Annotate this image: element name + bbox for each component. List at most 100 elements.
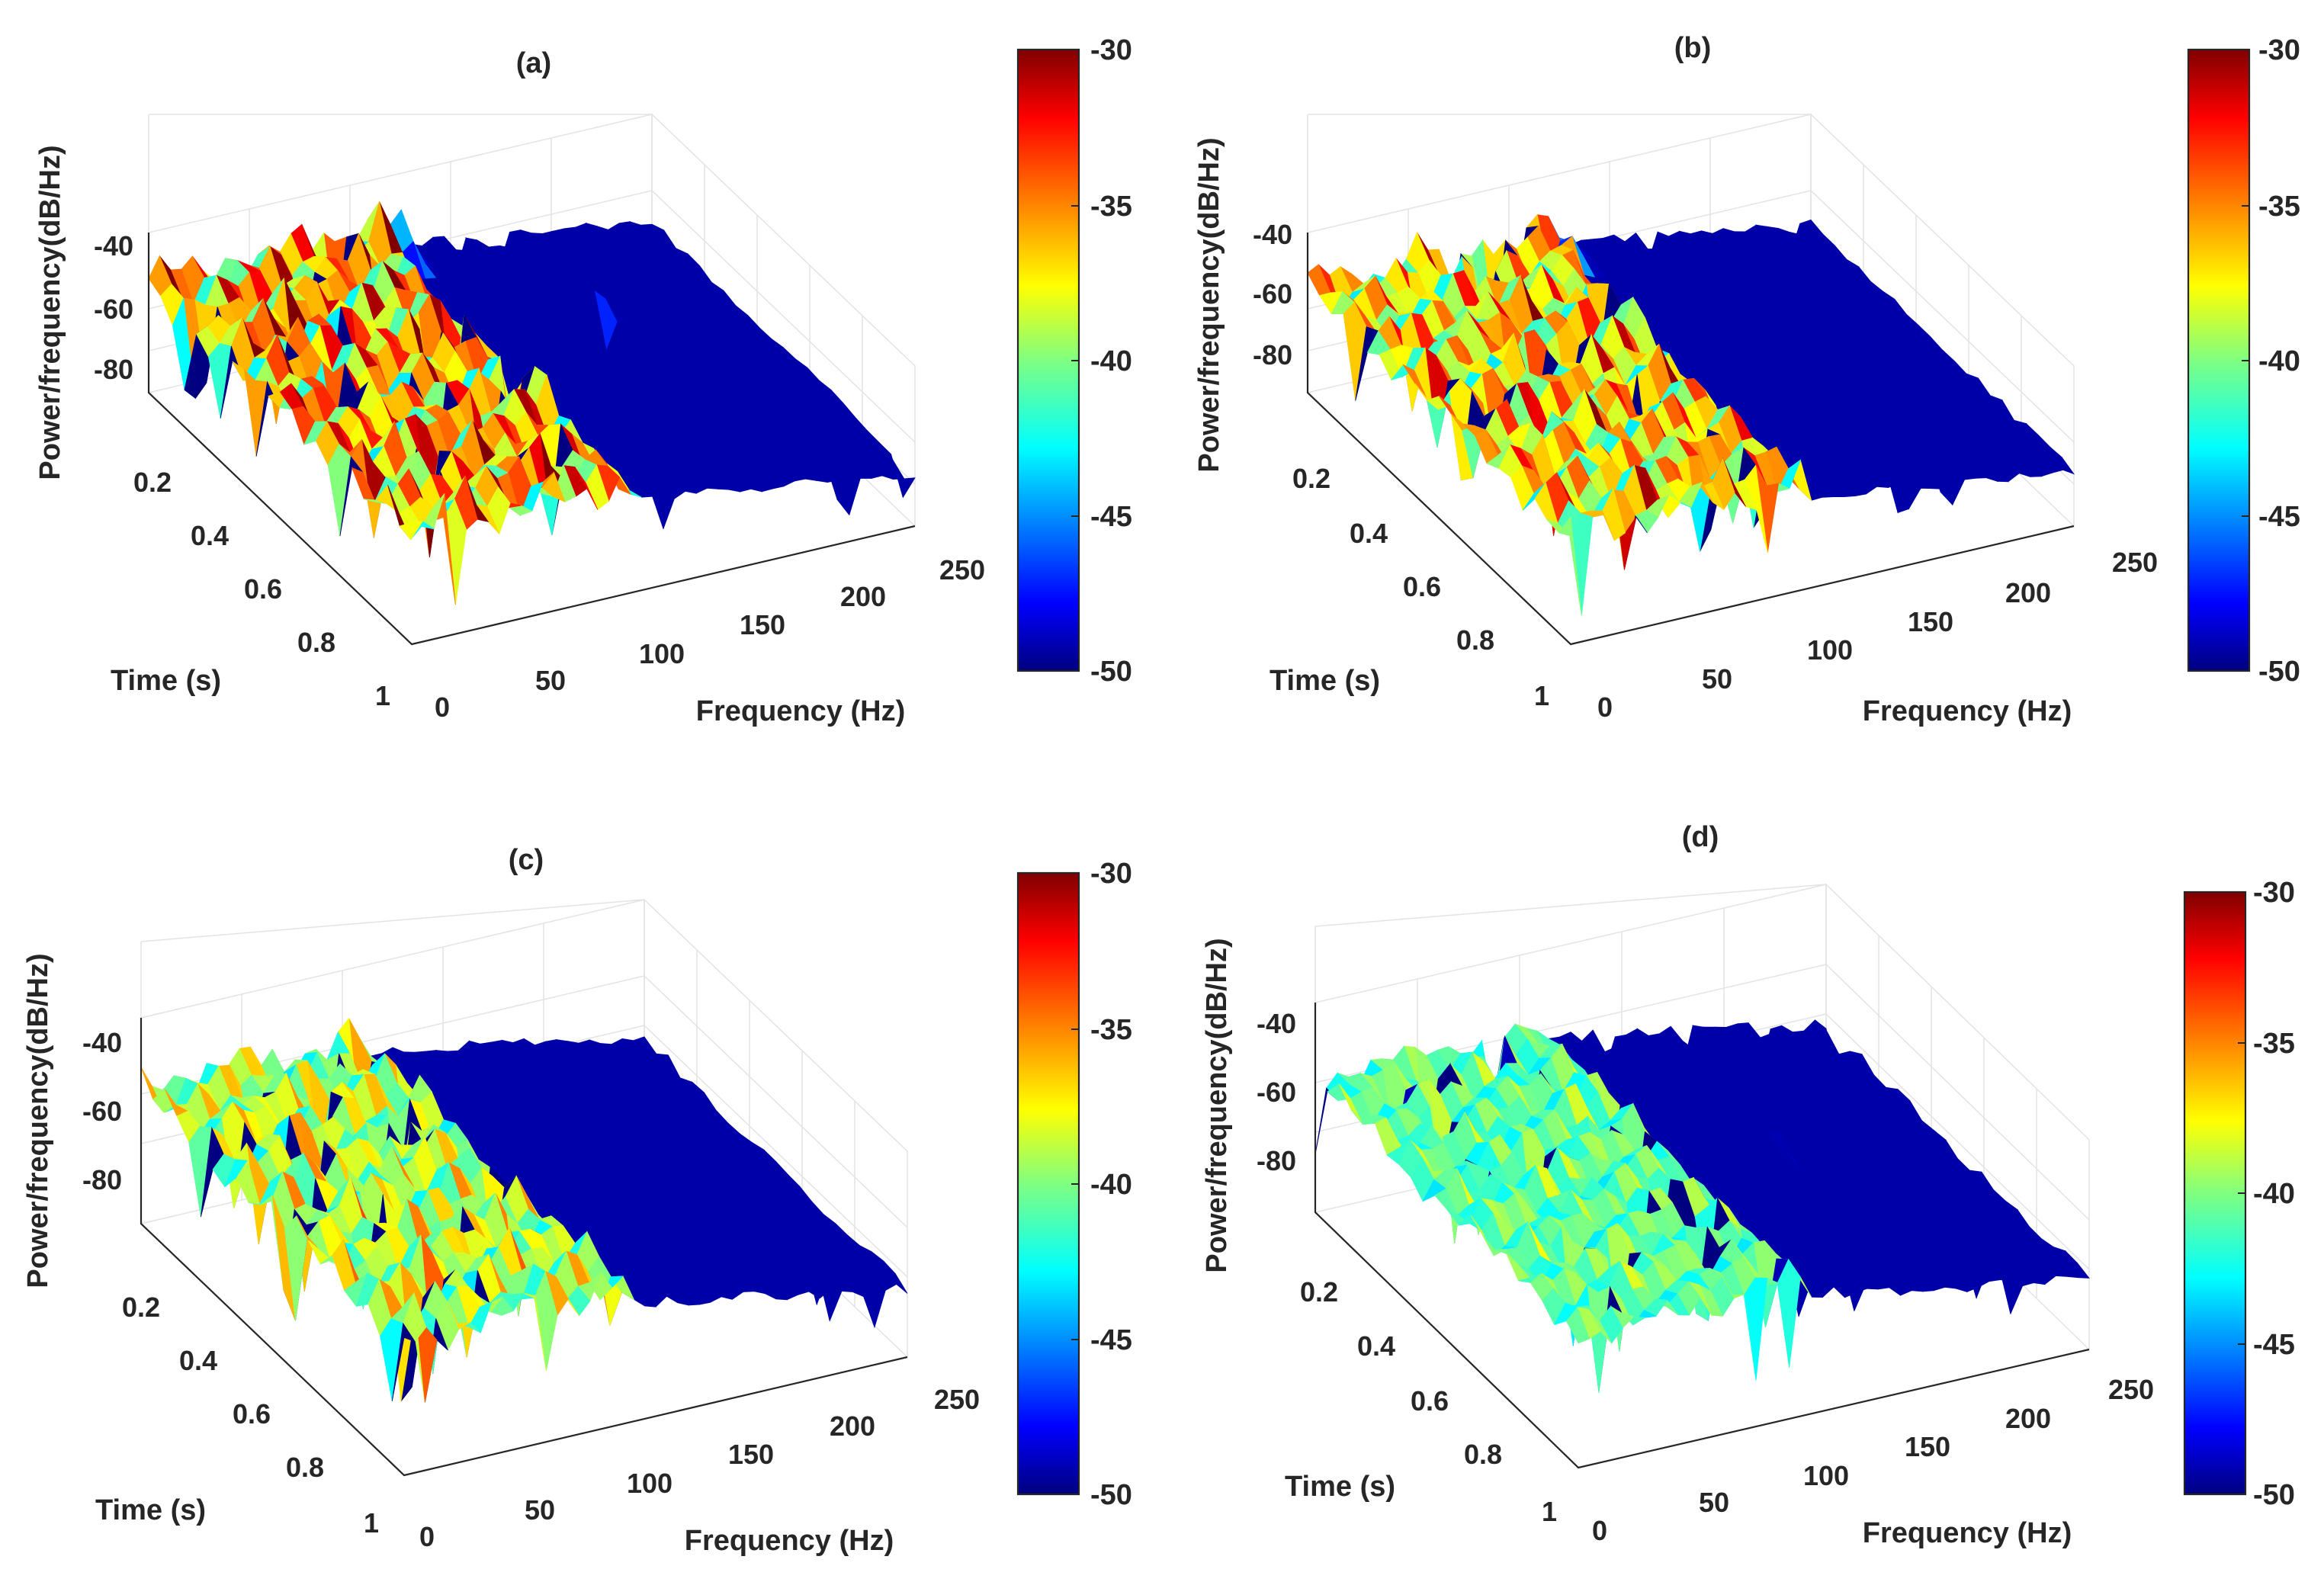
panel-b-cbtick-40: -40 — [2258, 345, 2300, 377]
panel-b-colorbar: -30 -35 -40 -45 -50 — [2187, 34, 2300, 688]
panel-d-xtick-50: 50 — [1699, 1487, 1729, 1518]
surface-patch — [1558, 515, 1582, 616]
panel-d: (d) Power/frequency(dB/Hz) -40 -60 -80 0… — [1201, 821, 2295, 1549]
panel-c-ztick-40: -40 — [82, 1027, 122, 1058]
panel-a-cbtick-30: -30 — [1090, 34, 1132, 66]
panel-d-xlabel: Frequency (Hz) — [1863, 1517, 2072, 1549]
panel-b-axes — [1306, 233, 2075, 646]
panel-a-ytick-1: 1 — [375, 680, 390, 711]
panel-d-xtick-200: 200 — [2005, 1403, 2051, 1434]
panel-d-ytick-0.2: 0.2 — [1300, 1276, 1338, 1308]
panel-a-ytick-0.6: 0.6 — [244, 573, 282, 605]
panel-d-cbtick-40: -40 — [2253, 1178, 2295, 1210]
panel-b-xlabel: Frequency (Hz) — [1863, 695, 2072, 727]
panel-a-ztick-60: -60 — [94, 294, 133, 325]
panel-c-cbtick-40: -40 — [1090, 1169, 1132, 1201]
panel-b-ytick-0.2: 0.2 — [1292, 463, 1331, 494]
panel-b-zlabel: Power/frequency(dB/Hz) — [1193, 137, 1225, 472]
panel-c-xlabel: Frequency (Hz) — [685, 1525, 894, 1557]
panel-b-cbtick-30: -30 — [2258, 34, 2300, 66]
panel-b-ylabel: Time (s) — [1270, 665, 1380, 697]
panel-d-colorbar: -30 -35 -40 -45 -50 — [2183, 877, 2295, 1511]
panel-a-ytick-0.8: 0.8 — [297, 627, 335, 658]
panel-a: (a) Power/frequency(dB/Hz) -40 -60 -80 0… — [34, 34, 1132, 727]
panel-c-xtick-50: 50 — [525, 1494, 555, 1526]
panel-d-ytick-1: 1 — [1542, 1496, 1557, 1527]
panel-d-cbtick-35: -35 — [2253, 1028, 2295, 1060]
panel-b-xtick-200: 200 — [2005, 577, 2051, 608]
panel-b-colorbar-gradient — [2188, 50, 2249, 671]
panel-d-xtick-150: 150 — [1905, 1431, 1950, 1462]
panel-b-xtick-250: 250 — [2112, 547, 2158, 578]
panel-b-ytick-1: 1 — [1534, 680, 1549, 711]
panel-a-colorbar: -30 -35 -40 -45 -50 — [1016, 34, 1132, 688]
panel-b-ytick-0.8: 0.8 — [1456, 624, 1494, 656]
panel-b-cbtick-50: -50 — [2258, 656, 2300, 688]
panel-d-xtick-250: 250 — [2108, 1374, 2154, 1405]
panel-a-cbtick-35: -35 — [1090, 191, 1132, 223]
panel-a-xtick-50: 50 — [535, 665, 566, 696]
panel-d-ztick-40: -40 — [1257, 1008, 1296, 1039]
panel-b-cbtick-35: -35 — [2258, 191, 2300, 223]
panel-c: (c) Power/frequency(dB/Hz) -40 -60 -80 0… — [22, 844, 1132, 1557]
panel-c-cbtick-50: -50 — [1090, 1479, 1132, 1511]
surface-patch — [1743, 1277, 1768, 1381]
panel-a-xtick-150: 150 — [740, 609, 785, 640]
panel-d-ztick-80: -80 — [1257, 1145, 1296, 1176]
panel-c-ylabel: Time (s) — [95, 1494, 206, 1526]
panel-a-xtick-100: 100 — [639, 638, 685, 669]
panel-b-ytick-0.6: 0.6 — [1403, 571, 1441, 602]
panel-c-cbtick-35: -35 — [1090, 1014, 1132, 1046]
panel-d-ytick-0.4: 0.4 — [1357, 1330, 1395, 1362]
panel-b-surface — [1307, 213, 2075, 616]
surface-patch — [1777, 1258, 1801, 1368]
panel-d-ylabel: Time (s) — [1285, 1471, 1395, 1503]
panel-b-cbtick-45: -45 — [2258, 501, 2300, 533]
panel-d-colorbar-gradient — [2184, 892, 2245, 1494]
panel-a-cbtick-50: -50 — [1090, 656, 1132, 688]
panel-d-xtick-100: 100 — [1803, 1460, 1849, 1491]
panel-a-zlabel: Power/frequency(dB/Hz) — [34, 145, 66, 480]
panel-d-cbtick-45: -45 — [2253, 1329, 2295, 1361]
panel-c-cbtick-45: -45 — [1090, 1324, 1132, 1356]
panel-c-ytick-1: 1 — [364, 1507, 379, 1539]
panel-d-ytick-0.8: 0.8 — [1464, 1439, 1502, 1470]
panel-b-xtick-100: 100 — [1807, 634, 1853, 666]
panel-a-cbtick-45: -45 — [1090, 501, 1132, 533]
panel-d-cbtick-30: -30 — [2253, 877, 2295, 909]
panel-a-cbtick-40: -40 — [1090, 345, 1132, 377]
panel-b-xtick-150: 150 — [1908, 606, 1953, 637]
panel-c-xtick-100: 100 — [627, 1468, 672, 1499]
panel-b-ztick-80: -80 — [1253, 339, 1292, 371]
panel-d-title: (d) — [1682, 821, 1719, 853]
panel-a-ztick-40: -40 — [94, 230, 133, 262]
panel-a-ytick-0.4: 0.4 — [191, 520, 229, 551]
panel-c-surface — [140, 1017, 908, 1403]
panel-c-ytick-0.2: 0.2 — [122, 1292, 160, 1323]
panel-a-xtick-250: 250 — [939, 554, 985, 586]
panel-c-xtick-200: 200 — [830, 1410, 875, 1442]
panel-b: (b) Power/frequency(dB/Hz) -40 -60 -80 0… — [1193, 32, 2300, 727]
panel-c-zlabel: Power/frequency(dB/Hz) — [22, 953, 54, 1288]
panel-a-xtick-200: 200 — [840, 581, 886, 612]
panel-a-ytick-0.2: 0.2 — [133, 467, 172, 498]
panel-a-xlabel: Frequency (Hz) — [696, 695, 905, 727]
panel-d-cbtick-50: -50 — [2253, 1479, 2295, 1511]
panel-c-xtick-250: 250 — [934, 1384, 980, 1415]
panel-b-ytick-0.4: 0.4 — [1350, 518, 1388, 549]
panel-d-ytick-0.6: 0.6 — [1411, 1385, 1449, 1417]
panel-b-ztick-60: -60 — [1253, 278, 1292, 310]
panel-d-surface — [1314, 1019, 2090, 1393]
panel-a-ztick-80: -80 — [94, 354, 133, 385]
panel-b-ztick-40: -40 — [1253, 219, 1292, 250]
panel-c-colorbar: -30 -35 -40 -45 -50 — [1016, 858, 1132, 1511]
panel-d-zlabel: Power/frequency(dB/Hz) — [1201, 938, 1233, 1272]
panel-c-xtick-150: 150 — [728, 1439, 774, 1470]
panel-d-ztick-60: -60 — [1257, 1077, 1296, 1108]
panel-c-ytick-0.4: 0.4 — [179, 1345, 217, 1376]
panel-b-xtick-0: 0 — [1597, 692, 1613, 723]
panel-b-xtick-50: 50 — [1702, 663, 1732, 695]
panel-a-colorbar-gradient — [1018, 50, 1079, 671]
panel-c-title: (c) — [509, 844, 544, 876]
